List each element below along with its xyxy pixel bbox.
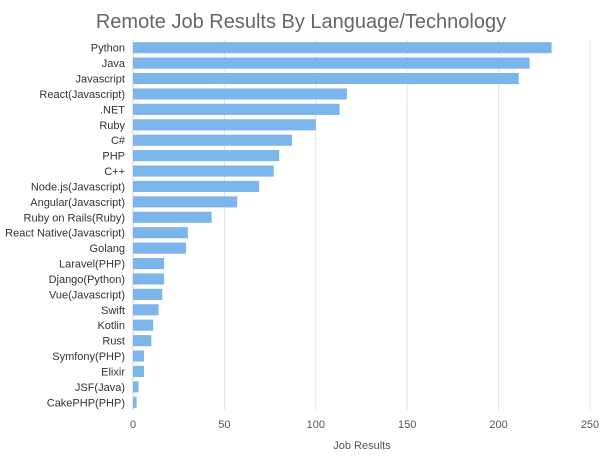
- category-label: PHP: [102, 151, 125, 163]
- grid-lines: [132, 40, 591, 410]
- bar: [133, 42, 552, 54]
- x-tick-labels: 0 50 100 150 200 250: [130, 419, 599, 431]
- bar: [133, 242, 187, 254]
- bar: [133, 57, 530, 69]
- bar: [133, 288, 163, 300]
- bar: [133, 350, 144, 362]
- bars: [133, 42, 552, 408]
- bar: [133, 103, 340, 115]
- category-label: Elixir: [101, 366, 125, 378]
- category-label: .NET: [100, 104, 125, 116]
- chart-title: Remote Job Results By Language/Technolog…: [96, 11, 506, 33]
- bar: [133, 304, 159, 316]
- category-label: Angular(Javascript): [30, 197, 125, 209]
- bar: [133, 396, 137, 408]
- category-labels: Python Java Javascript React(Javascript) .NE…: [5, 43, 126, 410]
- category-label: Symfony(PHP): [52, 351, 125, 363]
- bar: [133, 150, 280, 162]
- x-tick-label: 100: [307, 419, 325, 431]
- bar: [133, 88, 347, 100]
- bar: [133, 319, 154, 331]
- category-label: JSF(Java): [75, 382, 125, 394]
- category-label: Swift: [101, 305, 125, 317]
- category-label: Django(Python): [49, 274, 125, 286]
- bar: [133, 381, 139, 393]
- x-tick-label: 150: [398, 419, 416, 431]
- category-label: Ruby: [99, 120, 125, 132]
- x-tick-label: 50: [218, 419, 230, 431]
- category-label: Python: [91, 43, 125, 55]
- category-label: Kotlin: [97, 320, 125, 332]
- x-tick-label: 0: [130, 419, 136, 431]
- category-label: Vue(Javascript): [49, 289, 125, 301]
- category-label: React Native(Javascript): [5, 228, 125, 240]
- bar: [133, 165, 274, 177]
- category-label: C#: [111, 135, 126, 147]
- category-label: C++: [104, 166, 125, 178]
- x-tick-label: 250: [581, 419, 599, 431]
- bar: [133, 257, 165, 270]
- bar: [133, 273, 165, 285]
- bar: [133, 227, 188, 239]
- category-label: Java: [102, 58, 126, 70]
- category-label: Ruby on Rails(Ruby): [24, 212, 125, 224]
- category-label: Golang: [90, 243, 125, 255]
- category-label: Laravel(PHP): [59, 259, 125, 271]
- category-label: Javascript: [75, 74, 125, 86]
- bar: [133, 211, 212, 223]
- bar: [133, 180, 260, 193]
- bar: [133, 196, 238, 208]
- bar: [133, 335, 152, 347]
- bar: [133, 72, 519, 85]
- category-label: CakePHP(PHP): [47, 397, 125, 409]
- bar: [133, 365, 144, 378]
- category-label: Node.js(Javascript): [31, 181, 125, 193]
- x-tick-label: 200: [489, 419, 507, 431]
- category-label: Rust: [102, 336, 125, 348]
- x-axis-title: Job Results: [333, 440, 391, 452]
- category-label: React(Javascript): [39, 89, 125, 101]
- bar: [133, 134, 293, 146]
- bar: [133, 119, 316, 131]
